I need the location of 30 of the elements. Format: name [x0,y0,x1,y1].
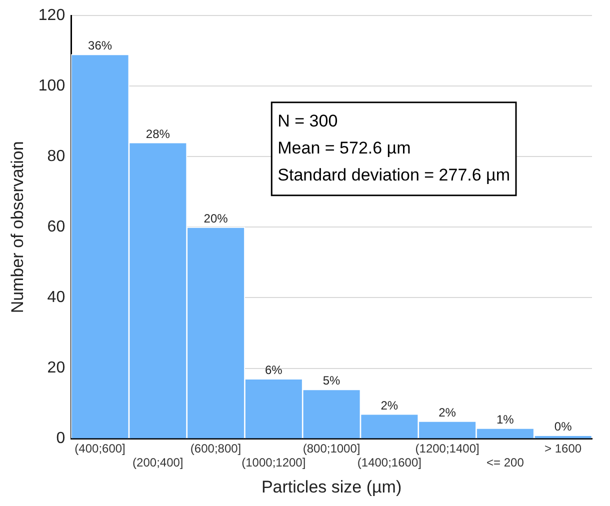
annotation: Standard deviation = 277.6 µm [278,166,510,185]
annotation: 1% [496,412,514,427]
x-axis-title: Particles size (µm) [261,477,402,496]
x-tick-label: > 1600 [544,441,582,456]
y-tick-label: 100 [38,78,66,95]
x-tick-label: (600;800] [190,441,242,456]
annotation: 36% [88,38,112,53]
annotation: 2% [380,398,398,412]
x-tick-label: (1000;1200] [242,456,306,470]
annotation: 28% [146,126,170,141]
x-tick-label: (400;600] [74,441,126,456]
annotation: 2% [438,405,456,420]
y-tick-label: 20 [47,360,66,377]
y-tick-label: 0 [56,430,66,448]
y-tick-label: 60 [47,218,66,236]
y-tick-label: 120 [38,7,66,24]
y-axis-title: Number of observation [8,141,27,314]
annotation: 5% [322,374,341,388]
x-tick-label: <= 200 [486,456,524,470]
x-tick-label: (800;1000] [302,441,360,456]
x-tick-label: (1400;1600] [357,456,422,470]
annotation: 0% [554,420,572,434]
x-tick-label: (1200;1400] [415,441,480,456]
annotation: Mean = 572.6 µm [278,138,411,158]
annotation: N = 300 [278,112,338,131]
y-tick-label: 40 [47,289,66,306]
annotation: 6% [264,363,283,378]
y-tick-label: 80 [47,148,66,166]
annotation: 20% [204,212,228,226]
x-tick-label: (200;400] [132,456,184,470]
